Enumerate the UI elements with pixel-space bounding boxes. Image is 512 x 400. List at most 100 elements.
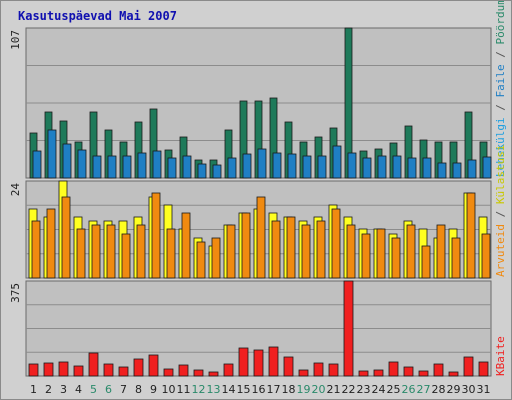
- legend-entry: Faile: [494, 64, 507, 97]
- bar-Arvuteid-1: [31, 220, 41, 279]
- bar-Arvuteid-31: [481, 233, 491, 279]
- bar-Faile-31: [482, 156, 492, 179]
- day-label: 21: [327, 383, 341, 396]
- bar-Faile-30: [467, 159, 477, 179]
- day-label: 18: [282, 383, 296, 396]
- bar-Faile-18: [287, 153, 297, 179]
- legend-separator: /: [494, 98, 507, 118]
- bar-KBaite-30: [463, 356, 474, 377]
- bar-Arvuteid-14: [226, 224, 236, 279]
- bar-Arvuteid-23: [361, 233, 371, 279]
- bar-KBaite-25: [388, 361, 399, 377]
- bar-Arvuteid-5: [91, 224, 101, 279]
- bar-Faile-25: [392, 155, 402, 179]
- legend-separator: /: [494, 45, 507, 65]
- legend-entry: Pöördumisi: [494, 1, 507, 45]
- bar-Faile-1: [32, 150, 42, 179]
- day-label: 11: [177, 383, 191, 396]
- bar-Faile-10: [167, 157, 177, 179]
- bar-Arvuteid-7: [121, 233, 131, 279]
- day-label: 22: [342, 383, 356, 396]
- bar-Arvuteid-12: [196, 241, 206, 279]
- bar-KBaite-17: [268, 346, 279, 377]
- bar-KBaite-4: [73, 365, 84, 377]
- bar-Faile-23: [362, 157, 372, 179]
- legend-entry: Arvuteid: [494, 224, 507, 277]
- bar-Arvuteid-17: [271, 220, 281, 279]
- bar-Arvuteid-26: [406, 224, 416, 279]
- bar-Arvuteid-20: [316, 220, 326, 279]
- bar-Arvuteid-19: [301, 224, 311, 279]
- bar-KBaite-10: [163, 368, 174, 377]
- bar-Arvuteid-2: [46, 208, 56, 279]
- bar-Faile-6: [107, 155, 117, 179]
- legend: Arvuteid / Külastusi: [494, 145, 507, 277]
- day-label: 15: [237, 383, 251, 396]
- legend-separator: /: [494, 204, 507, 224]
- bar-Faile-2: [47, 129, 57, 179]
- bar-Faile-11: [182, 155, 192, 179]
- day-label: 10: [162, 383, 176, 396]
- bar-KBaite-22: [343, 280, 354, 377]
- bar-KBaite-27: [418, 370, 429, 377]
- day-label: 26: [402, 383, 416, 396]
- bar-Faile-5: [92, 155, 102, 179]
- bar-Arvuteid-16: [256, 196, 266, 279]
- day-label: 8: [135, 383, 142, 396]
- day-label: 9: [150, 383, 157, 396]
- bar-Faile-21: [332, 145, 342, 179]
- bar-Arvuteid-10: [166, 228, 176, 279]
- day-label: 14: [222, 383, 236, 396]
- day-label: 30: [462, 383, 476, 396]
- y-max-label-top: 107: [9, 30, 22, 50]
- day-label: 17: [267, 383, 281, 396]
- bar-Faile-8: [137, 152, 147, 179]
- bar-KBaite-31: [478, 361, 489, 377]
- bar-Faile-7: [122, 155, 132, 179]
- bar-Arvuteid-6: [106, 224, 116, 279]
- day-label: 7: [120, 383, 127, 396]
- bar-KBaite-19: [298, 369, 309, 377]
- bar-Arvuteid-13: [211, 237, 221, 279]
- bar-KBaite-11: [178, 364, 189, 377]
- day-label: 4: [75, 383, 82, 396]
- bar-Faile-14: [227, 157, 237, 179]
- bar-Faile-4: [77, 149, 87, 179]
- bar-Faile-29: [452, 162, 462, 179]
- bar-KBaite-16: [253, 349, 264, 377]
- bar-KBaite-3: [58, 361, 69, 377]
- bar-KBaite-21: [328, 363, 339, 377]
- bar-KBaite-1: [28, 363, 39, 377]
- y-max-label-bottom: 375: [9, 283, 22, 303]
- bar-KBaite-13: [208, 371, 219, 377]
- bar-Faile-17: [272, 152, 282, 179]
- day-label: 3: [60, 383, 67, 396]
- bar-KBaite-20: [313, 362, 324, 377]
- bar-Arvuteid-28: [436, 224, 446, 279]
- legend: KBaite: [494, 336, 507, 376]
- day-label: 28: [432, 383, 446, 396]
- bar-Faile-24: [377, 155, 387, 179]
- bar-Faile-9: [152, 150, 162, 179]
- bar-Faile-13: [212, 164, 222, 179]
- day-label: 2: [45, 383, 52, 396]
- bar-KBaite-5: [88, 352, 99, 377]
- bar-KBaite-18: [283, 356, 294, 377]
- day-label: 12: [192, 383, 206, 396]
- legend-entry: KBaite: [494, 336, 507, 376]
- day-label: 24: [372, 383, 386, 396]
- day-label: 29: [447, 383, 461, 396]
- bar-KBaite-24: [373, 369, 384, 377]
- legend: Lehekülgi / Faile / Pöördumisi: [494, 1, 507, 177]
- day-label: 13: [207, 383, 221, 396]
- bar-Faile-3: [62, 143, 72, 179]
- bar-Arvuteid-21: [331, 208, 341, 279]
- bar-Arvuteid-25: [391, 237, 401, 279]
- bar-KBaite-9: [148, 354, 159, 377]
- day-label: 27: [417, 383, 431, 396]
- bar-Faile-20: [317, 155, 327, 179]
- day-label: 5: [90, 383, 97, 396]
- bar-Arvuteid-18: [286, 216, 296, 279]
- bar-Faile-16: [257, 148, 267, 179]
